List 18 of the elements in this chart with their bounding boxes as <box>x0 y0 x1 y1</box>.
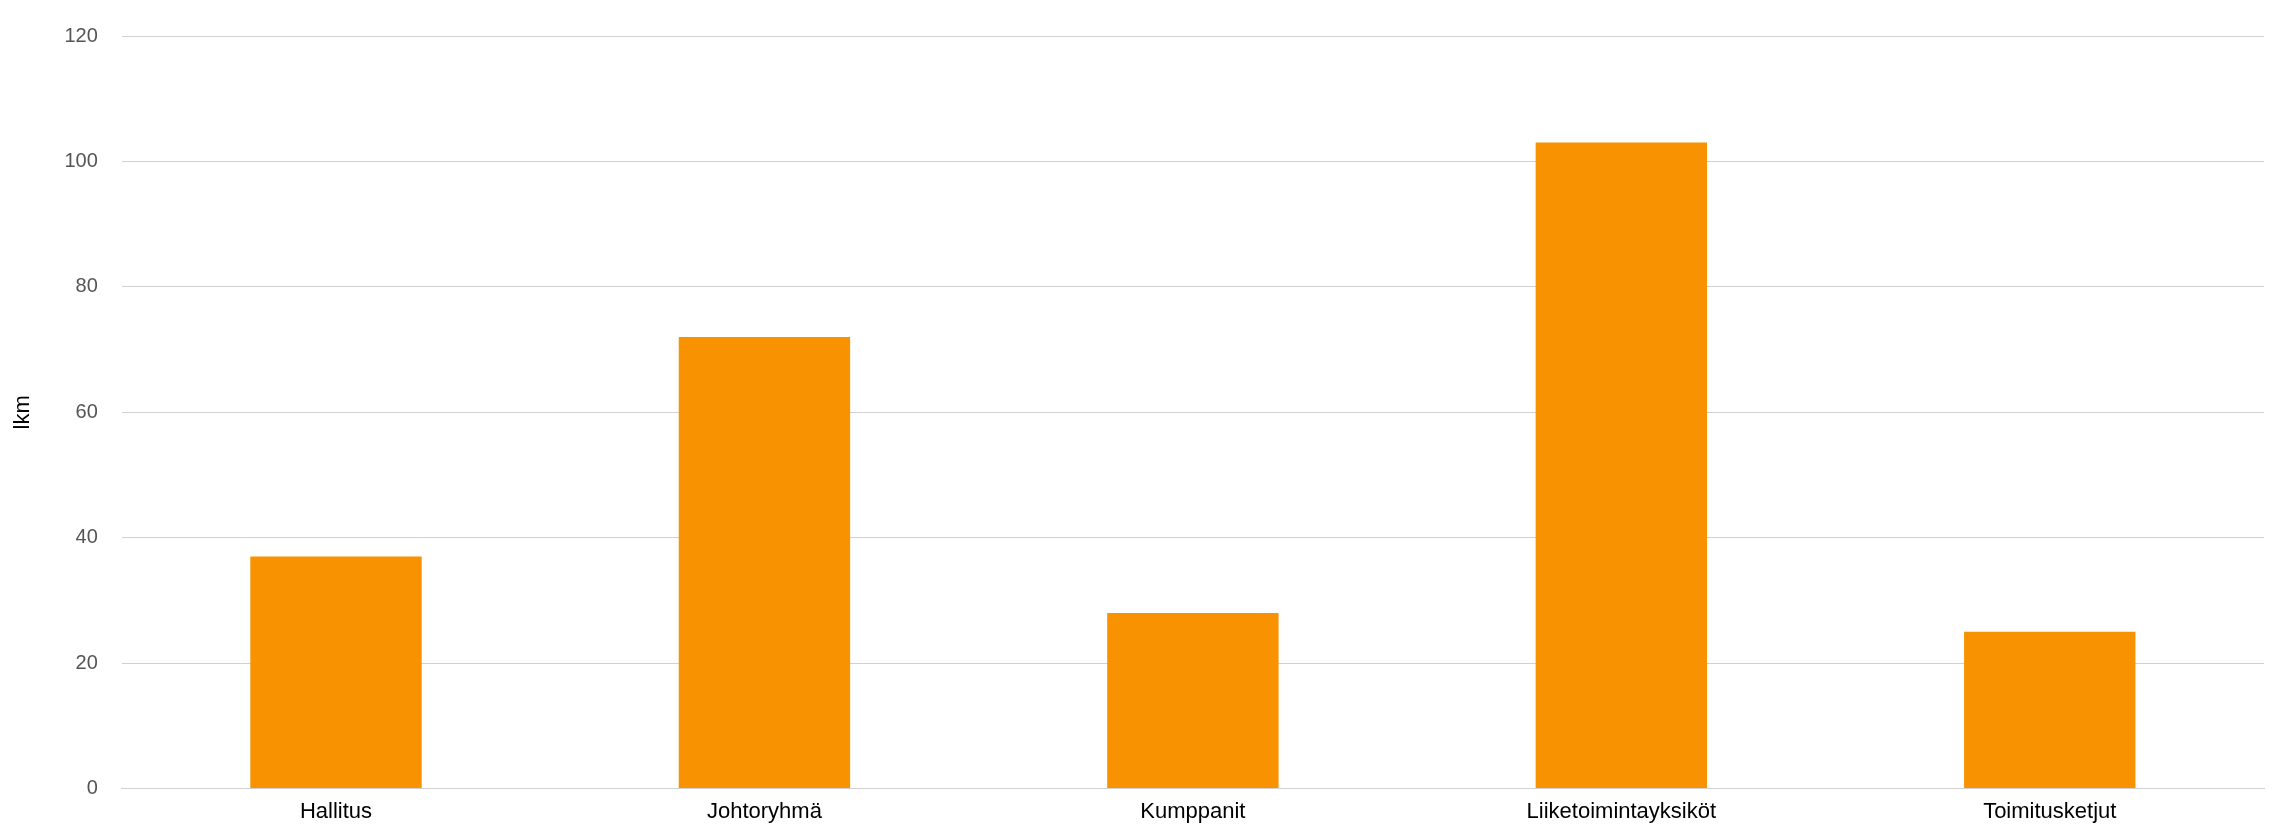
bar <box>250 556 422 789</box>
x-tick-label: Toimitusketjut <box>1983 797 2117 823</box>
y-tick-label: 120 <box>64 23 98 46</box>
x-tick-label: Johtoryhmä <box>706 797 823 823</box>
y-axis-title: lkm <box>9 395 35 430</box>
x-tick-label: Hallitus <box>299 797 373 823</box>
y-tick-label: 20 <box>75 650 98 673</box>
y-tick-label: 60 <box>75 399 98 422</box>
y-tick-label: 100 <box>64 148 98 171</box>
bar <box>1107 612 1279 789</box>
y-tick-label: 0 <box>86 776 98 799</box>
x-tick-label: Kumppanit <box>1140 797 1246 823</box>
y-tick-label: 80 <box>75 274 98 297</box>
bar <box>678 337 851 789</box>
y-tick-label: 40 <box>75 525 98 548</box>
x-tick-label: Liiketoimintayksiköt <box>1526 797 1717 823</box>
bar <box>1535 142 1708 789</box>
bar <box>1964 631 2136 789</box>
